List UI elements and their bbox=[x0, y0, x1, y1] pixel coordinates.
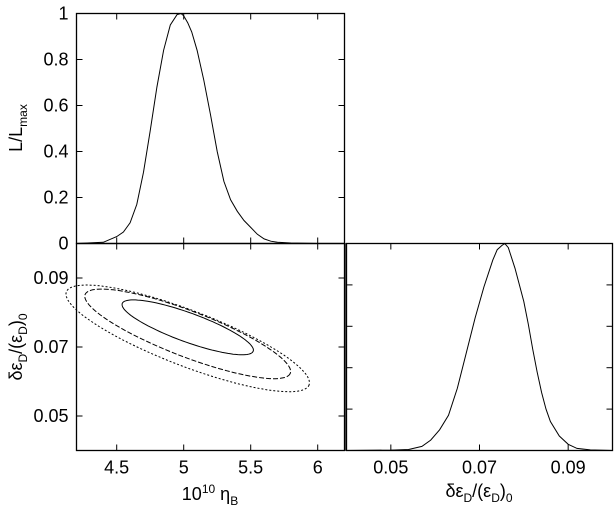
eta-ytick-label: 0.6 bbox=[43, 96, 68, 116]
eta-marginal-curve-layer bbox=[76, 12, 318, 244]
xlabel-eta-mid: η bbox=[215, 484, 230, 504]
eta-ytick-label: 1 bbox=[58, 4, 68, 24]
eta-ytick-label: 0 bbox=[58, 234, 68, 254]
eps-xtick-label: 0.05 bbox=[373, 458, 408, 478]
eps-marginal-curve-layer bbox=[346, 242, 613, 451]
panel-joint-frame bbox=[75, 242, 346, 452]
ylabel-eps: δεD/(εD)0 bbox=[6, 313, 30, 380]
joint-xtick-label: 5 bbox=[179, 458, 189, 478]
eta-ytick-label: 0.8 bbox=[43, 50, 68, 70]
ylabel-likelihood-sub: max bbox=[16, 104, 30, 127]
xlabel-eps: δεD/(εD)0 bbox=[445, 481, 512, 505]
joint-xtick-label: 5.5 bbox=[238, 458, 263, 478]
eta-ytick-label: 0.2 bbox=[43, 188, 68, 208]
joint-xtick-label: 6 bbox=[313, 458, 323, 478]
xlabel-eta-sub: B bbox=[230, 494, 238, 506]
eps-likelihood-curve bbox=[346, 242, 613, 451]
joint-ytick-label: 0.07 bbox=[33, 337, 68, 357]
contour-95pct bbox=[84, 288, 292, 380]
joint-contour-layer bbox=[65, 284, 310, 393]
xlabel-eta-pre: 10 bbox=[182, 484, 202, 504]
joint-ytick-label: 0.05 bbox=[33, 406, 68, 426]
xlabel-eta-sup: 10 bbox=[202, 482, 216, 496]
contour-68pct bbox=[121, 299, 254, 356]
joint-ytick-label: 0.09 bbox=[33, 268, 68, 288]
panel-eps-marginal-frame bbox=[345, 242, 614, 452]
tick-layer: 0 0.2 0.4 0.6 0.8 1 4.5 5 5.5 6 0.05 0.07 0.09 0.05 0.… bbox=[33, 4, 613, 478]
ylabel-likelihood-main: L/L bbox=[6, 127, 26, 152]
joint-xtick-label: 4.5 bbox=[104, 458, 129, 478]
xlabel-eta: 1010 ηB bbox=[182, 482, 238, 506]
eps-xtick-label: 0.09 bbox=[551, 458, 586, 478]
contour-99pct bbox=[65, 284, 310, 393]
panel-eta-marginal-frame bbox=[75, 12, 346, 245]
eps-xtick-label: 0.07 bbox=[462, 458, 497, 478]
eta-ytick-label: 0.4 bbox=[43, 142, 68, 162]
eta-likelihood-curve bbox=[76, 12, 318, 244]
ylabel-likelihood: L/Lmax bbox=[6, 104, 30, 152]
